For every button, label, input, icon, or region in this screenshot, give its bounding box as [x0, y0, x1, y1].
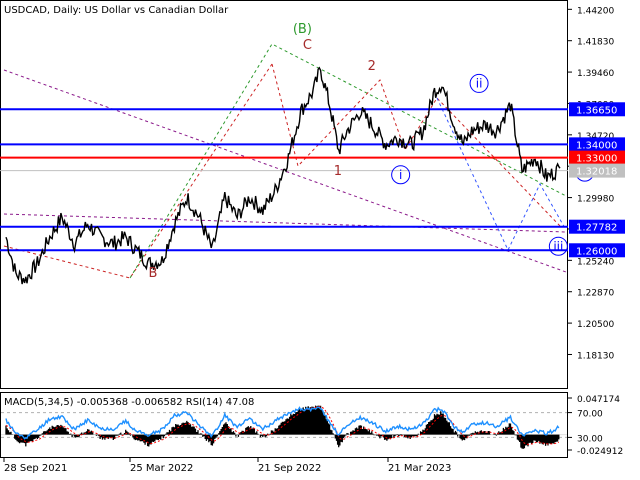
- price-plot-frame: [0, 0, 568, 389]
- level-tag-2: 1.34000: [576, 140, 617, 151]
- date-axis: 28 Sep 2021 25 Mar 2022 21 Sep 2022 21 Mar …: [3, 458, 451, 474]
- price-tick-label-1: 1.44200: [577, 6, 614, 16]
- wave-label-1: (B): [293, 22, 312, 37]
- date-tick-label-4: 21 Mar 2023: [388, 463, 451, 474]
- indicator-tick-label-4: -0.024912: [577, 447, 623, 457]
- chart-title: USDCAD, Daily: US Dollar vs Canadian Dol…: [4, 5, 229, 16]
- date-tick-label-3: 21 Sep 2022: [258, 463, 321, 474]
- price-axis: 1.442001.418301.394601.370901.347201.323…: [568, 6, 614, 361]
- price-series: [5, 66, 561, 285]
- level-tag-3: 1.33000: [576, 154, 617, 165]
- wave-label-ring-8: [548, 236, 568, 256]
- price-tick-label-3: 1.39460: [577, 69, 614, 79]
- horizontal-levels: [0, 108, 568, 252]
- price-tick-label-11: 1.20500: [577, 320, 614, 330]
- wave-label-8: iii: [553, 239, 563, 253]
- wave-label-ring-6: [469, 73, 489, 93]
- current-price-tag-bg: [569, 163, 625, 178]
- wave-label-6: ii: [476, 76, 483, 90]
- indicator-tick-label-3: 30.00: [577, 434, 603, 444]
- level-tag-2-bg: [569, 137, 625, 152]
- date-tick-label-1: 28 Sep 2021: [4, 463, 67, 474]
- level-tag-3-bg: [569, 150, 625, 165]
- indicator-tick-label-1: 0.047174: [577, 395, 620, 405]
- level-tag-4-bg: [569, 219, 625, 234]
- wave-label-2: C: [303, 38, 312, 53]
- price-tick-label-9: 1.25240: [577, 257, 614, 267]
- wave-label-3: 2: [368, 59, 376, 74]
- trendline-2: [3, 213, 567, 233]
- trendline-3: [3, 63, 273, 279]
- current-price-tag: 1.32018: [576, 167, 617, 178]
- price-bars: [5, 66, 561, 285]
- wave-label-4: 1: [334, 164, 342, 179]
- date-tick-label-2: 25 Mar 2022: [130, 463, 193, 474]
- level-tag-4: 1.27782: [576, 223, 617, 234]
- price-tick-label-10: 1.22870: [577, 289, 614, 299]
- level-tag-5: 1.26000: [576, 246, 617, 257]
- indicator-tick-label-2: 70.00: [577, 410, 603, 420]
- trendline-6: [436, 97, 567, 252]
- level-tag-5-bg: [569, 243, 625, 258]
- rsi-line: [5, 406, 560, 440]
- price-tick-label-7: 1.29980: [577, 195, 614, 205]
- price-tick-label-2: 1.41830: [577, 38, 614, 48]
- wave-label-ring-7: [391, 165, 411, 185]
- price-tick-label-5: 1.34720: [577, 132, 614, 142]
- indicator-label: MACD(5,34,5) -0.005368 -0.006582 RSI(14)…: [4, 397, 254, 408]
- level-tag-1: 1.36650: [576, 105, 617, 116]
- level-tag-1-bg: [569, 102, 625, 117]
- macd-signal-line: [5, 405, 560, 446]
- wave-label-7: i: [399, 168, 402, 182]
- wave-label-5: B: [149, 266, 158, 281]
- level-price-tags: 1.36650 1.34000 1.33000 1.27782 1.26000 1.320…: [569, 102, 625, 258]
- price-tick-label-12: 1.18130: [577, 351, 614, 361]
- indicator-pane: 0.047174 70.00 30.00 -0.024912: [1, 395, 623, 457]
